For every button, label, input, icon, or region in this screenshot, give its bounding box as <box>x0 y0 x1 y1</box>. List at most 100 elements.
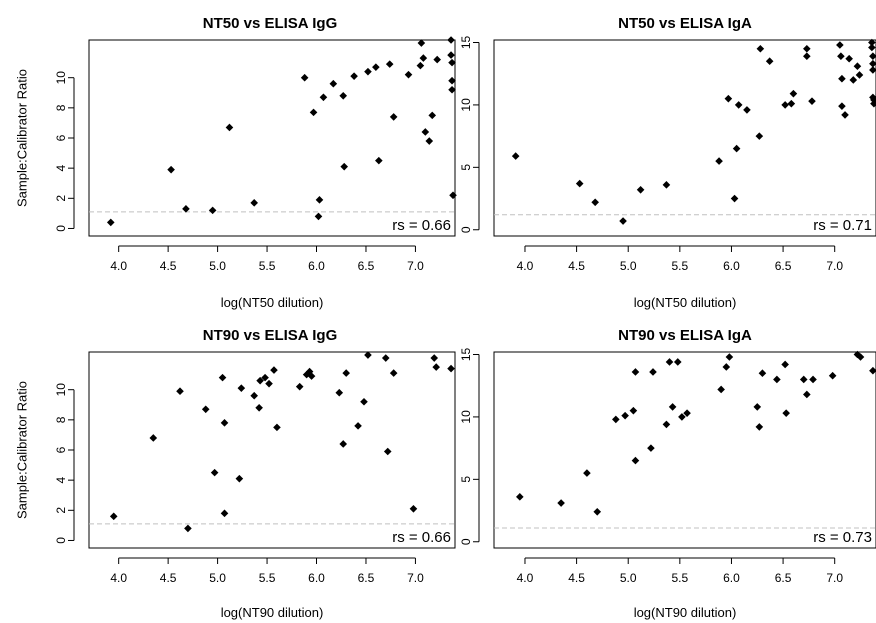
data-point <box>315 196 324 204</box>
chart-title: NT90 vs ELISA IgA <box>618 327 752 344</box>
data-point <box>612 415 620 424</box>
x-tick-label: 6.0 <box>723 259 740 273</box>
data-point <box>335 388 344 397</box>
data-point <box>724 94 733 103</box>
x-tick-label: 5.5 <box>671 571 688 585</box>
x-tick-label: 4.0 <box>110 259 127 273</box>
x-tick-label: 4.0 <box>517 259 534 273</box>
data-point <box>782 409 790 417</box>
x-tick-label: 7.0 <box>407 571 424 585</box>
plot-frame <box>88 39 456 237</box>
data-point <box>354 422 362 430</box>
data-point <box>417 39 426 47</box>
y-tick-label: 15 <box>459 348 473 362</box>
data-point <box>449 191 457 200</box>
correlation-annotation: rs = 0.71 <box>813 217 872 234</box>
data-point <box>765 57 774 66</box>
data-point <box>255 403 263 412</box>
data-point <box>781 360 789 369</box>
data-point <box>845 54 853 63</box>
y-tick-label: 2 <box>54 507 68 514</box>
data-point <box>385 60 394 68</box>
data-point <box>381 354 390 362</box>
panel-2: NT50 vs ELISA IgA 4.0 4.5 5.0 5.5 6.0 6.5 7.0 0 5… <box>459 15 876 310</box>
y-tick-label: 8 <box>54 104 68 111</box>
data-point <box>448 58 456 67</box>
y-tick-label: 0 <box>459 226 473 233</box>
data-point <box>404 70 413 79</box>
data-point <box>730 194 739 203</box>
data-point <box>631 456 640 465</box>
data-point <box>755 423 764 431</box>
data-point <box>838 74 846 83</box>
data-point <box>425 137 434 145</box>
data-point <box>295 382 304 391</box>
x-tick-label: 6.0 <box>308 259 325 273</box>
data-point <box>755 132 764 140</box>
x-tick-label: 6.5 <box>358 571 375 585</box>
x-tick-label: 5.0 <box>620 571 637 585</box>
correlation-annotation: rs = 0.73 <box>813 529 872 546</box>
y-tick-label: 0 <box>54 225 68 232</box>
data-point <box>715 157 723 165</box>
y-axis-label: Sample:Calibrator Ratio <box>14 381 29 519</box>
y-tick-label: 8 <box>54 416 68 423</box>
data-point <box>364 67 372 76</box>
x-axis-label: log(NT50 dilution) <box>634 295 737 310</box>
x-tick-label: 4.5 <box>160 259 177 273</box>
data-point <box>869 366 876 375</box>
data-point <box>225 123 234 132</box>
data-point <box>781 101 789 109</box>
data-point <box>448 76 456 85</box>
data-point <box>841 111 849 119</box>
panel-4: NT90 vs ELISA IgA 4.0 4.5 5.0 5.5 6.0 6.5 7.0 0 5… <box>459 327 876 620</box>
data-point <box>799 375 808 384</box>
data-point <box>869 66 876 74</box>
chart-title: NT50 vs ELISA IgA <box>618 15 752 32</box>
data-point <box>673 358 682 366</box>
x-axis-label: log(NT90 dilution) <box>634 605 737 620</box>
data-point <box>868 38 876 47</box>
data-point <box>350 72 358 80</box>
x-tick-label: 6.0 <box>308 571 325 585</box>
data-point <box>109 512 118 521</box>
data-point <box>870 96 876 104</box>
data-point <box>773 375 781 384</box>
data-point <box>149 434 158 442</box>
data-point <box>868 43 876 52</box>
data-point <box>828 371 837 380</box>
y-tick-label: 6 <box>54 134 68 141</box>
data-point <box>734 101 743 109</box>
data-point <box>375 156 383 165</box>
x-tick-label: 5.0 <box>620 259 637 273</box>
x-tick-label: 4.0 <box>110 571 127 585</box>
data-point <box>803 44 811 53</box>
data-point <box>339 91 348 100</box>
data-point <box>448 85 456 94</box>
x-tick-label: 5.5 <box>259 259 276 273</box>
data-point <box>668 403 677 411</box>
data-point <box>389 369 398 377</box>
data-point <box>250 391 258 400</box>
data-point <box>856 353 865 361</box>
data-point <box>302 370 311 379</box>
data-point <box>853 62 862 71</box>
data-point <box>416 61 425 70</box>
data-point <box>837 52 845 61</box>
panel-1: NT50 vs ELISA IgG 4.0 4.5 5.0 5.5 6.0 6.5 7.0 0 2… <box>14 15 457 310</box>
y-axis-label: Sample:Calibrator Ratio <box>14 69 29 207</box>
data-point <box>307 372 316 380</box>
data-point <box>849 76 858 84</box>
plot-frame <box>493 39 876 237</box>
x-tick-label: 5.5 <box>259 571 276 585</box>
y-tick-label: 10 <box>459 410 473 424</box>
data-point <box>433 55 441 64</box>
data-point <box>182 205 190 213</box>
data-point <box>636 186 645 194</box>
data-point <box>383 447 392 456</box>
data-point <box>869 52 876 61</box>
x-tick-label: 4.5 <box>568 571 585 585</box>
panel-3: NT90 vs ELISA IgG 4.0 4.5 5.0 5.5 6.0 6.5 7.0 0 2… <box>14 327 456 620</box>
data-point <box>665 358 674 366</box>
